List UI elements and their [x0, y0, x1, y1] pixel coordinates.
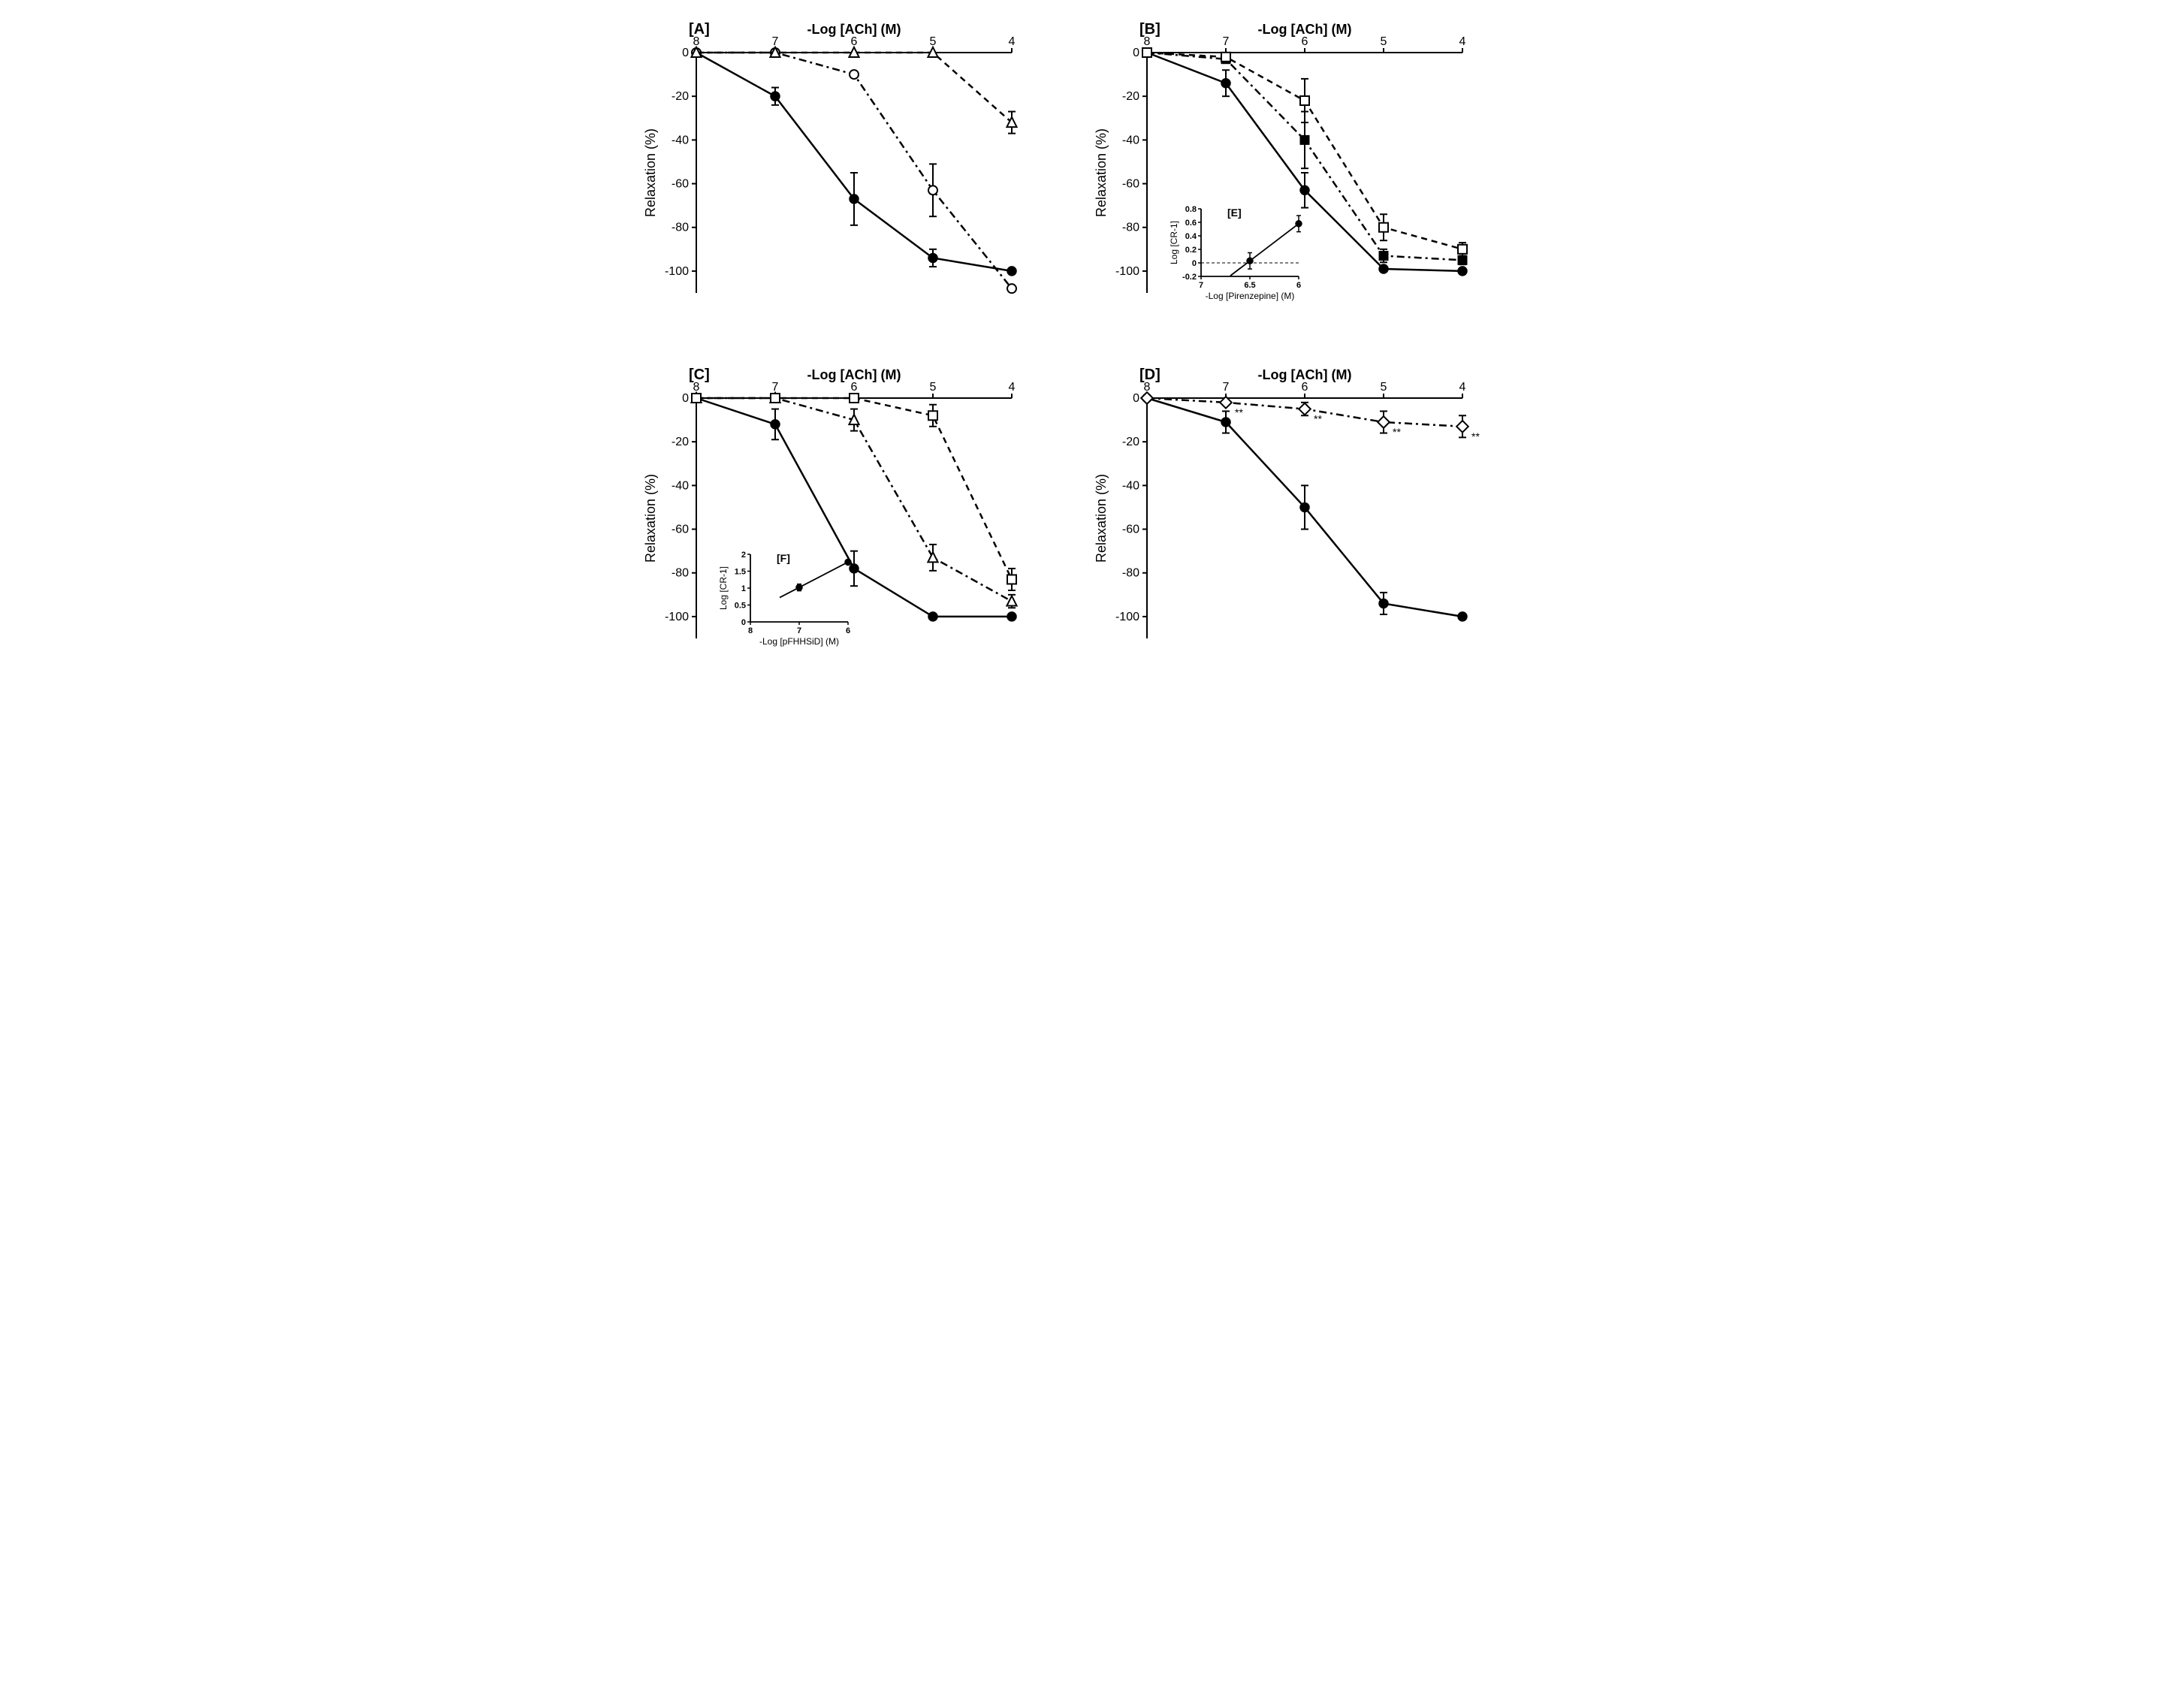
inset-x-tick-label: 6.5	[1244, 281, 1255, 290]
figure-grid: [A]-Log [ACh] (M)876540-20-40-60-80-100R…	[629, 0, 1530, 714]
inset-series-line	[780, 562, 848, 597]
y-tick-label: -80	[1121, 567, 1139, 580]
x-tick-label: 5	[929, 381, 936, 394]
panel-b: [B]-Log [ACh] (M)876540-20-40-60-80-100R…	[1087, 8, 1477, 353]
inset-y-tick-label: 0.6	[1185, 219, 1196, 228]
x-tick-label: 4	[1008, 381, 1015, 394]
panel-c: [C]-Log [ACh] (M)876540-20-40-60-80-100R…	[636, 353, 1027, 699]
y-axis-label: Relaxation (%)	[643, 128, 658, 217]
x-tick-label: 6	[850, 381, 857, 394]
x-tick-label: 6	[1301, 381, 1308, 394]
x-tick-label: 4	[1459, 35, 1465, 48]
x-tick-label: 4	[1459, 381, 1465, 394]
inset-y-label: Log [CR-1]	[718, 566, 729, 610]
inset-x-tick-label: 7	[796, 626, 801, 635]
panel-container-b: [B]-Log [ACh] (M)876540-20-40-60-80-100R…	[1087, 8, 1477, 357]
x-axis-label: -Log [ACh] (M)	[807, 367, 901, 382]
y-tick-label: -100	[1115, 611, 1139, 623]
panel-container-d: [D]-Log [ACh] (M)876540-20-40-60-80-100R…	[1087, 353, 1477, 702]
y-tick-label: -100	[664, 611, 688, 623]
x-tick-label: 4	[1008, 35, 1015, 48]
significance-marker: **	[1314, 413, 1322, 425]
inset-y-tick-label: 0.5	[734, 602, 745, 611]
inset-label: [F]	[777, 552, 790, 564]
inset-e: [E] -0.2 0 0.2 0.4 0.6 0.8 7 6.5 6 Log [CR-1] -Log …	[1169, 205, 1302, 301]
significance-marker: **	[1471, 430, 1480, 442]
panel-d: [D]-Log [ACh] (M)876540-20-40-60-80-100R…	[1087, 353, 1477, 699]
y-tick-label: -20	[671, 90, 688, 103]
y-tick-label: -20	[1121, 90, 1139, 103]
y-tick-label: 0	[682, 47, 689, 59]
inset-y-tick-label: 0.4	[1185, 232, 1197, 241]
inset-y-tick-label: 0.8	[1185, 205, 1196, 214]
y-tick-label: -40	[1121, 479, 1139, 492]
y-tick-label: -60	[671, 178, 688, 191]
y-tick-label: -80	[671, 567, 688, 580]
panel-a: [A]-Log [ACh] (M)876540-20-40-60-80-100R…	[636, 8, 1027, 353]
inset-x-tick-label: 6	[845, 626, 850, 635]
x-tick-label: 6	[1301, 35, 1308, 48]
inset-label: [E]	[1227, 207, 1242, 219]
x-axis-label: -Log [ACh] (M)	[1257, 367, 1351, 382]
y-tick-label: -20	[1121, 436, 1139, 448]
inset-y-tick-label: 1	[741, 584, 745, 593]
inset-y-tick-label: 2	[741, 551, 745, 560]
x-axis-label: -Log [ACh] (M)	[807, 22, 901, 37]
y-tick-label: -40	[1121, 134, 1139, 146]
y-tick-label: -60	[1121, 178, 1139, 191]
y-tick-label: -80	[671, 222, 688, 234]
inset-x-label: -Log [Pirenzepine] (M)	[1205, 291, 1294, 301]
inset-x-label: -Log [pFHHSiD] (M)	[759, 636, 838, 647]
y-tick-label: -20	[671, 436, 688, 448]
y-axis-label: Relaxation (%)	[1094, 474, 1109, 563]
y-axis-label: Relaxation (%)	[643, 474, 658, 563]
panel-container-c: [C]-Log [ACh] (M)876540-20-40-60-80-100R…	[636, 353, 1027, 702]
x-tick-label: 5	[1380, 35, 1387, 48]
inset-y-tick-label: 0	[741, 618, 745, 627]
y-tick-label: -60	[1121, 524, 1139, 536]
series-line-control	[696, 53, 1012, 271]
inset-y-tick-label: 0.2	[1185, 246, 1196, 255]
x-axis-label: -Log [ACh] (M)	[1257, 22, 1351, 37]
inset-y-label: Log [CR-1]	[1169, 221, 1179, 264]
significance-marker: **	[1393, 426, 1401, 438]
y-tick-label: -60	[671, 524, 688, 536]
inset-x-tick-label: 6	[1296, 281, 1300, 290]
y-tick-label: -40	[671, 479, 688, 492]
series-line-open-circle	[696, 53, 1012, 288]
inset-y-tick-label: 0	[1191, 259, 1196, 268]
y-tick-label: -100	[664, 265, 688, 278]
inset-y-tick-label: -0.2	[1182, 273, 1197, 282]
series-line-triangle	[696, 53, 1012, 122]
y-tick-label: -100	[1115, 265, 1139, 278]
x-tick-label: 8	[1143, 35, 1150, 48]
y-tick-label: 0	[1133, 392, 1139, 405]
y-axis-label: Relaxation (%)	[1094, 128, 1109, 217]
panel-container-a: [A]-Log [ACh] (M)876540-20-40-60-80-100R…	[636, 8, 1027, 357]
y-tick-label: -80	[1121, 222, 1139, 234]
significance-marker: **	[1235, 406, 1243, 418]
y-tick-label: 0	[682, 392, 689, 405]
inset-f: [F] 0 0.5 1 1.5 2 8 7 6 Log [CR-1] -Log [pFHHSiD] …	[718, 551, 851, 647]
inset-y-tick-label: 1.5	[734, 568, 745, 577]
y-tick-label: -40	[671, 134, 688, 146]
inset-series-line	[1230, 224, 1299, 276]
x-tick-label: 7	[1222, 35, 1229, 48]
x-tick-label: 5	[1380, 381, 1387, 394]
y-tick-label: 0	[1133, 47, 1139, 59]
x-tick-label: 7	[1222, 381, 1229, 394]
inset-x-tick-label: 8	[747, 626, 752, 635]
inset-x-tick-label: 7	[1198, 281, 1203, 290]
